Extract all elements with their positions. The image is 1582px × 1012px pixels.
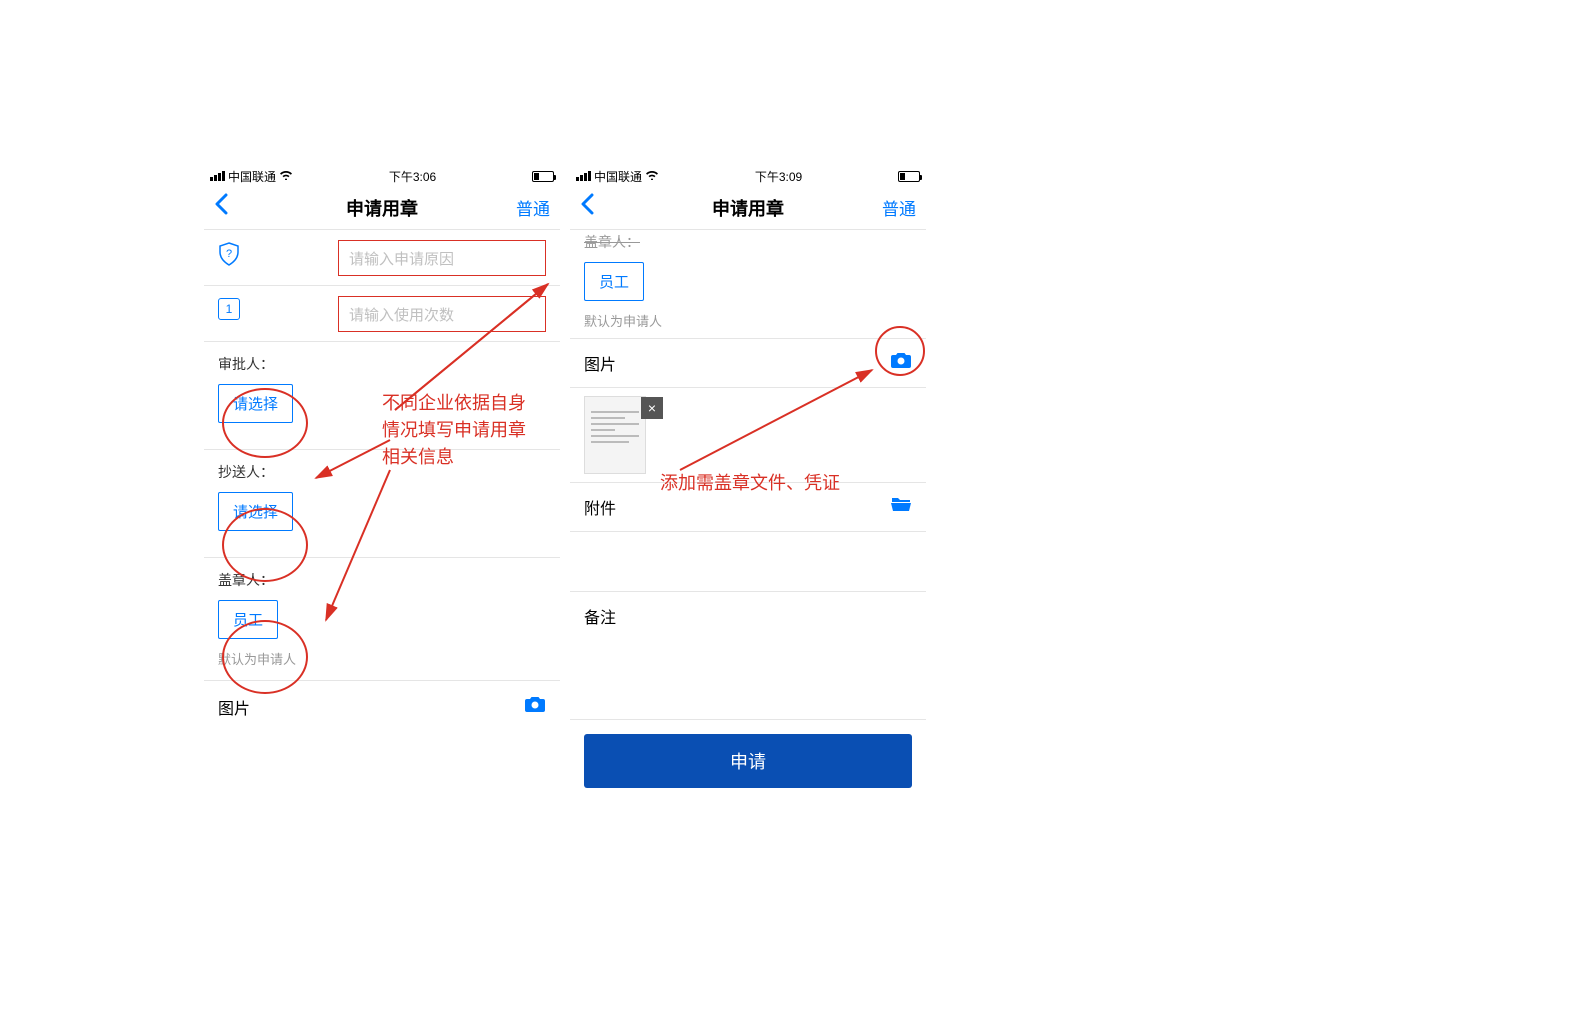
submit-button[interactable]: 申请	[584, 734, 912, 788]
battery-icon	[532, 171, 554, 182]
attachment-label: 附件	[584, 495, 616, 519]
page-title: 申请用章	[712, 195, 784, 221]
stamper-label: 盖章人：	[218, 570, 546, 590]
signal-icon	[210, 171, 225, 181]
camera-icon[interactable]	[890, 351, 912, 375]
status-bar: 中国联通 下午3:09	[570, 166, 926, 186]
reason-row: ? 请输入申请原因	[204, 230, 560, 286]
stamper-hint: 默认为申请人	[584, 311, 912, 330]
photo-row: 图片	[204, 681, 560, 731]
back-button[interactable]	[580, 193, 594, 222]
status-bar: 中国联通 下午3:06	[204, 166, 560, 186]
photo-label: 图片	[218, 695, 250, 719]
svg-text:?: ?	[226, 248, 232, 260]
time-label: 下午3:09	[755, 168, 802, 185]
nav-action-button[interactable]: 普通	[516, 195, 550, 220]
folder-icon[interactable]	[890, 495, 912, 519]
approver-label: 审批人：	[218, 354, 546, 374]
remark-label: 备注	[584, 604, 616, 628]
stamper-hint: 默认为申请人	[218, 649, 546, 668]
count-placeholder: 请输入使用次数	[349, 304, 454, 325]
photo-row: 图片	[570, 339, 926, 388]
cc-select-button[interactable]: 请选择	[218, 492, 293, 531]
signal-icon	[576, 171, 591, 181]
remark-row: 备注	[570, 592, 926, 640]
approver-select-button[interactable]: 请选择	[218, 384, 293, 423]
count-input[interactable]: 请输入使用次数	[338, 296, 546, 332]
reason-input[interactable]: 请输入申请原因	[338, 240, 546, 276]
stamper-select-button[interactable]: 员工	[584, 262, 644, 301]
nav-action-button[interactable]: 普通	[882, 195, 916, 220]
reason-placeholder: 请输入申请原因	[349, 248, 454, 269]
stamper-select-button[interactable]: 员工	[218, 600, 278, 639]
count-icon: 1	[218, 298, 240, 320]
time-label: 下午3:06	[389, 168, 436, 185]
nav-bar: 申请用章 普通	[570, 186, 926, 230]
wifi-icon	[279, 169, 293, 183]
shield-icon: ?	[218, 253, 240, 270]
anno-text-right: 添加需盖章文件、凭证	[660, 470, 840, 497]
page-title: 申请用章	[346, 195, 418, 221]
nav-bar: 申请用章 普通	[204, 186, 560, 230]
back-button[interactable]	[214, 193, 228, 222]
stamper-section: 盖章人： 员工 默认为申请人	[204, 558, 560, 681]
stamper-section: 员工 默认为申请人	[570, 256, 926, 338]
carrier-label: 中国联通	[228, 168, 276, 185]
remark-input[interactable]	[570, 640, 926, 720]
stamper-label-partial: 盖章人：	[570, 232, 926, 256]
count-row: 1 请输入使用次数	[204, 286, 560, 342]
photo-label: 图片	[584, 351, 616, 375]
wifi-icon	[645, 169, 659, 183]
photo-thumbnail[interactable]: ×	[584, 396, 646, 474]
battery-icon	[898, 171, 920, 182]
camera-icon[interactable]	[524, 695, 546, 719]
remove-photo-button[interactable]: ×	[641, 397, 663, 419]
carrier-label: 中国联通	[594, 168, 642, 185]
anno-text-left: 不同企业依据自身 情况填写申请用章 相关信息	[382, 390, 526, 471]
